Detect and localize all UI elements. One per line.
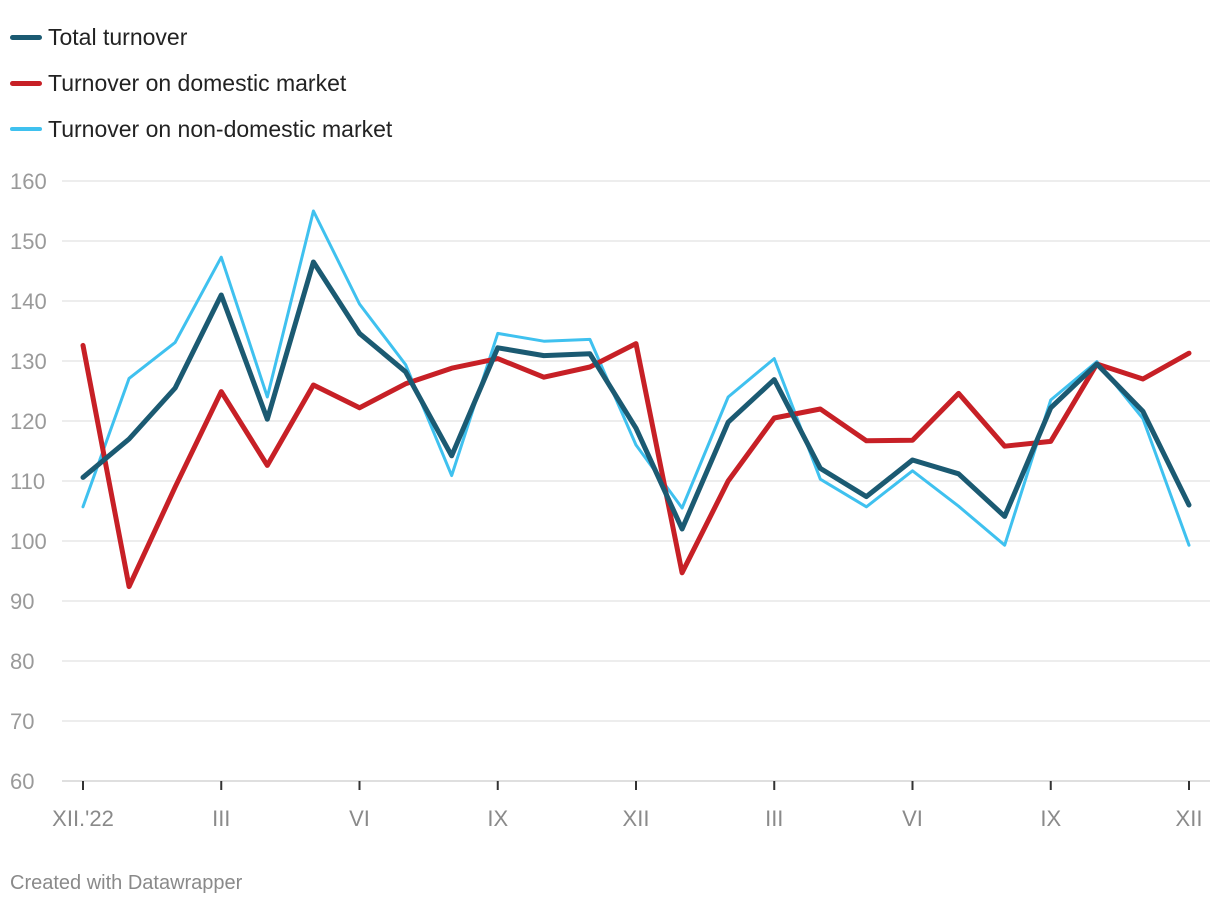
x-tick-label: IX bbox=[487, 806, 508, 831]
series-line-non-domestic bbox=[81, 209, 1191, 547]
legend-swatch-total bbox=[10, 34, 42, 40]
y-tick-label: 80 bbox=[10, 649, 34, 674]
x-tick-label: III bbox=[765, 806, 783, 831]
y-tick-label: 140 bbox=[10, 289, 47, 314]
legend: Total turnover Turnover on domestic mark… bbox=[10, 14, 392, 152]
series-line-domestic bbox=[80, 341, 1192, 590]
legend-label-non-domestic: Turnover on non-domestic market bbox=[48, 115, 393, 142]
legend-item-domestic: Turnover on domestic market bbox=[10, 60, 392, 106]
legend-item-non-domestic: Turnover on non-domestic market bbox=[10, 106, 392, 152]
y-tick-label: 70 bbox=[10, 709, 34, 734]
x-tick-label: III bbox=[212, 806, 230, 831]
y-tick-label: 120 bbox=[10, 409, 47, 434]
y-tick-label: 60 bbox=[10, 769, 34, 794]
legend-label-total: Total turnover bbox=[48, 23, 188, 50]
y-tick-label: 150 bbox=[10, 229, 47, 254]
y-tick-label: 100 bbox=[10, 529, 47, 554]
credit-text: Created with Datawrapper bbox=[10, 872, 243, 894]
x-tick-label: XII.'22 bbox=[52, 806, 114, 831]
y-tick-label: 160 bbox=[10, 169, 47, 194]
x-tick-label: VI bbox=[902, 806, 923, 831]
x-tick-label: IX bbox=[1040, 806, 1061, 831]
x-tick-label: XII bbox=[623, 806, 650, 831]
legend-swatch-non-domestic bbox=[10, 127, 42, 131]
legend-label-domestic: Turnover on domestic market bbox=[48, 69, 347, 96]
y-tick-label: 130 bbox=[10, 349, 47, 374]
y-tick-label: 110 bbox=[10, 469, 45, 494]
y-tick-label: 90 bbox=[10, 589, 34, 614]
x-tick-label: VI bbox=[349, 806, 370, 831]
legend-swatch-domestic bbox=[10, 80, 42, 86]
legend-item-total-turnover: Total turnover bbox=[10, 14, 392, 60]
series-line-total bbox=[80, 259, 1192, 532]
x-tick-label: XII bbox=[1176, 806, 1203, 831]
line-chart: 60 70 80 90 100 110 120 130 140 150 160 XII.'22 III V… bbox=[10, 169, 1210, 831]
